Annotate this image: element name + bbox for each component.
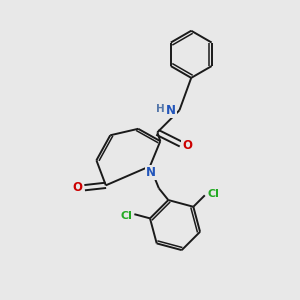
Text: O: O [182, 139, 192, 152]
Text: H: H [156, 104, 165, 114]
Text: Cl: Cl [120, 211, 132, 221]
Text: N: N [166, 104, 176, 117]
Text: N: N [146, 166, 156, 179]
Text: O: O [72, 181, 82, 194]
Text: Cl: Cl [207, 189, 219, 199]
